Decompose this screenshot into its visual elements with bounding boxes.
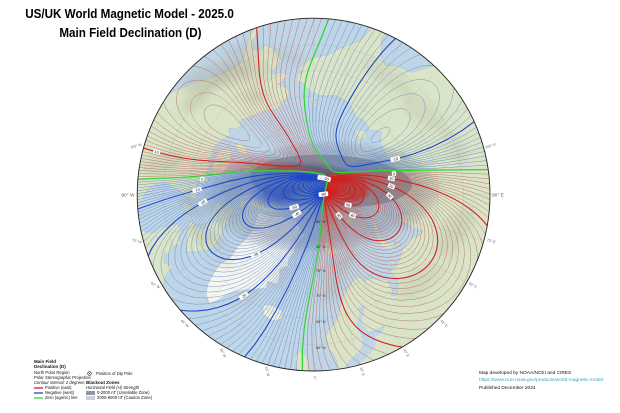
svg-text:105° E: 105° E (485, 143, 497, 150)
svg-text:-30: -30 (323, 176, 329, 181)
svg-text:10: 10 (154, 150, 159, 155)
svg-text:30: 30 (336, 213, 342, 219)
svg-text:75° W: 75° W (131, 238, 142, 245)
svg-text:85° N: 85° N (316, 220, 326, 224)
svg-text:-30: -30 (252, 252, 259, 258)
svg-text:10: 10 (389, 176, 394, 181)
svg-text:75° N: 75° N (316, 269, 326, 273)
svg-text:0: 0 (393, 172, 395, 176)
svg-text:0°: 0° (313, 376, 317, 380)
svg-text:90° W: 90° W (121, 193, 135, 199)
svg-text:40: 40 (350, 213, 355, 218)
svg-text:50: 50 (346, 203, 351, 208)
svg-text:60° E: 60° E (468, 281, 478, 289)
svg-text:20: 20 (389, 184, 394, 189)
svg-text:-20: -20 (200, 200, 207, 206)
svg-text:65° N: 65° N (316, 320, 326, 324)
svg-text:75° E: 75° E (486, 238, 496, 244)
svg-text:80° N: 80° N (316, 245, 326, 249)
svg-text:-10: -10 (392, 157, 398, 162)
svg-text:-80: -80 (320, 192, 326, 197)
svg-text:30: 30 (387, 193, 393, 199)
svg-text:-40: -40 (294, 211, 301, 217)
svg-text:-50: -50 (291, 205, 297, 210)
svg-text:0: 0 (201, 177, 203, 181)
svg-text:-10: -10 (194, 188, 200, 193)
svg-text:15° E: 15° E (359, 367, 365, 377)
svg-text:45° W: 45° W (180, 319, 190, 329)
svg-text:70° N: 70° N (316, 294, 326, 298)
svg-text:30° E: 30° E (402, 348, 410, 358)
svg-text:30° W: 30° W (219, 348, 228, 359)
svg-text:-20: -20 (241, 293, 248, 299)
svg-text:45° E: 45° E (439, 319, 448, 328)
svg-text:105° W: 105° W (130, 143, 143, 150)
svg-text:60° N: 60° N (316, 346, 326, 350)
svg-text:15° W: 15° W (264, 366, 271, 377)
svg-text:90° E: 90° E (492, 193, 504, 199)
svg-text:60° W: 60° W (150, 281, 161, 290)
